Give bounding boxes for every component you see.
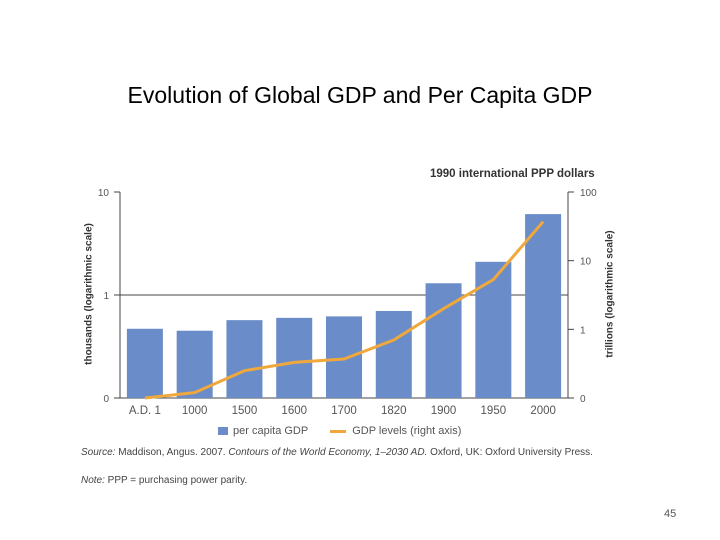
ppp-prefix: Note: — [81, 475, 105, 486]
right-tick-label: 1 — [580, 325, 586, 336]
legend-bar-swatch — [218, 427, 228, 435]
unit-header: 1990 international PPP dollars — [430, 168, 595, 180]
right-tick-label: 10 — [580, 257, 592, 268]
x-tick-label: 1900 — [431, 405, 457, 417]
bar-per-capita-gdp — [276, 317, 313, 398]
ppp-text: PPP = purchasing power parity. — [104, 475, 248, 486]
slide-title: Evolution of Global GDP and Per Capita G… — [127, 82, 593, 108]
legend-label-gdp-levels: GDP levels (right axis) — [352, 425, 462, 437]
x-tick-label: A.D. 1 — [129, 405, 161, 417]
bar-per-capita-gdp — [525, 214, 562, 398]
left-tick-label: 0 — [103, 394, 109, 405]
bar-per-capita-gdp — [475, 261, 512, 398]
x-tick-label: 1820 — [381, 405, 407, 417]
legend-label-per-capita: per capita GDP — [233, 425, 309, 437]
ppp-note: Note: PPP = purchasing power parity. — [81, 475, 247, 487]
x-tick-label: 1000 — [182, 405, 208, 417]
legend: per capita GDP GDP levels (right axis) — [218, 425, 461, 437]
source-tail: Oxford, UK: Oxford University Press. — [427, 447, 593, 458]
bar-per-capita-gdp — [126, 328, 163, 398]
page-number: 45 — [664, 508, 677, 520]
source-title: Contours of the World Economy, 1–2030 AD… — [228, 447, 428, 458]
bar-per-capita-gdp — [375, 310, 412, 398]
right-tick-label: 100 — [580, 188, 597, 199]
source-text: Maddison, Angus. 2007. — [115, 447, 229, 458]
bar-per-capita-gdp — [326, 316, 362, 398]
line-gdp-levels — [144, 220, 545, 400]
left-tick-label: 10 — [98, 188, 110, 199]
x-tick-label: 1700 — [331, 405, 357, 417]
x-tick-label: 1500 — [232, 405, 258, 417]
source-prefix: Source: — [81, 447, 116, 458]
bar-per-capita-gdp — [226, 320, 263, 398]
left-tick-label: 1 — [103, 291, 109, 302]
x-tick-label: 1950 — [481, 405, 507, 417]
legend-line-swatch — [330, 429, 347, 433]
source-note: Source: Maddison, Angus. 2007. Contours … — [81, 447, 621, 459]
x-tick-label: 2000 — [530, 405, 556, 417]
right-tick-label: 0 — [580, 394, 586, 405]
x-tick-label: 1600 — [281, 405, 307, 417]
